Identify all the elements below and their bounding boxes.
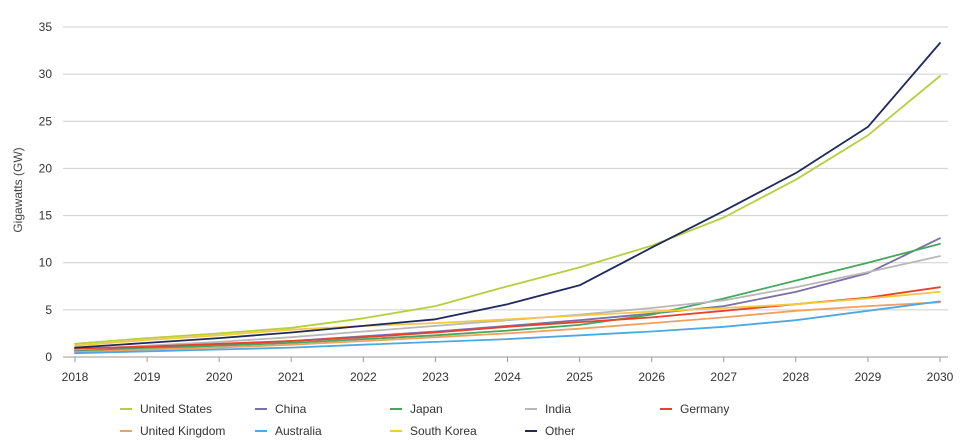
x-tick-label: 2025	[566, 370, 593, 384]
series-line-other	[74, 42, 941, 349]
y-tick-label: 5	[45, 303, 52, 317]
series-line-japan	[74, 242, 941, 353]
legend-item-united-states: United States	[120, 402, 212, 416]
legend-label: Germany	[680, 402, 729, 416]
x-tick-label: 2027	[710, 370, 737, 384]
x-tick-label: 2024	[494, 370, 521, 384]
x-tick-label: 2022	[350, 370, 377, 384]
series-lines	[74, 42, 941, 355]
legend: United States China Japan India Germany Unite…	[120, 402, 729, 438]
y-tick-label: 20	[39, 161, 53, 175]
y-tick-label: 30	[39, 67, 53, 81]
legend-label: Australia	[275, 424, 322, 438]
x-tick-label: 2018	[62, 370, 89, 384]
legend-label: United States	[140, 402, 212, 416]
x-tick-label: 2020	[206, 370, 233, 384]
legend-item-india: India	[525, 402, 571, 416]
y-tick-label: 10	[39, 256, 53, 270]
series-line-united-kingdom	[74, 301, 941, 354]
legend-label: United Kingdom	[140, 424, 225, 438]
series-line-south-korea	[74, 290, 941, 347]
y-tick-label: 15	[39, 209, 53, 223]
legend-item-united-kingdom: United Kingdom	[120, 424, 225, 438]
legend-label: Other	[545, 424, 575, 438]
x-tick-label: 2028	[782, 370, 809, 384]
legend-item-china: China	[255, 402, 307, 416]
legend-label: South Korea	[410, 424, 477, 438]
legend-label: India	[545, 402, 571, 416]
y-tick-label: 25	[39, 114, 53, 128]
x-tick-label: 2026	[638, 370, 665, 384]
x-tick-label: 2030	[927, 370, 954, 384]
series-line-australia	[74, 300, 941, 355]
series-line-united-states	[74, 75, 941, 345]
y-axis-label: Gigawatts (GW)	[11, 147, 25, 232]
x-tick-label: 2029	[855, 370, 882, 384]
legend-item-japan: Japan	[390, 402, 443, 416]
legend-item-australia: Australia	[255, 424, 322, 438]
gridlines	[63, 26, 948, 358]
x-tick-label: 2019	[134, 370, 161, 384]
y-tick-label: 35	[39, 20, 53, 34]
legend-label: Japan	[410, 402, 443, 416]
legend-item-other: Other	[525, 424, 575, 438]
y-tick-label: 0	[45, 350, 52, 364]
x-tick-label: 2023	[422, 370, 449, 384]
legend-item-south-korea: South Korea	[390, 424, 477, 438]
legend-label: China	[275, 402, 307, 416]
x-tick-label: 2021	[278, 370, 305, 384]
legend-item-germany: Germany	[660, 402, 729, 416]
